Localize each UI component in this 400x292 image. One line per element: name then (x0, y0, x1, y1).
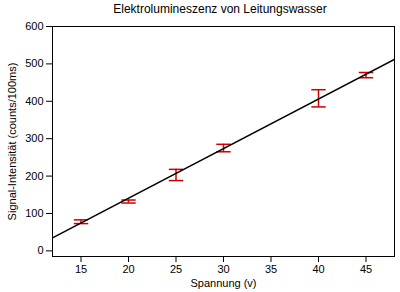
svg-text:30: 30 (217, 263, 229, 275)
svg-text:Signal-Intensität (counts/100m: Signal-Intensität (counts/100ms) (6, 63, 18, 221)
svg-text:20: 20 (122, 263, 134, 275)
svg-text:40: 40 (312, 263, 324, 275)
svg-text:500: 500 (25, 57, 43, 69)
svg-text:200: 200 (25, 170, 43, 182)
svg-text:45: 45 (360, 263, 372, 275)
svg-text:35: 35 (265, 263, 277, 275)
svg-text:400: 400 (25, 95, 43, 107)
html-text:Elektrolumineszenz von Leitung: Elektrolumineszenz von Leitungswasser (113, 2, 327, 16)
svg-text:300: 300 (25, 132, 43, 144)
svg-text:0: 0 (37, 244, 43, 256)
svg-text:100: 100 (25, 207, 43, 219)
svg-text:Spannung (v): Spannung (v) (190, 277, 256, 289)
svg-text:25: 25 (170, 263, 182, 275)
svg-text:15: 15 (75, 263, 87, 275)
svg-text:600: 600 (25, 20, 43, 32)
